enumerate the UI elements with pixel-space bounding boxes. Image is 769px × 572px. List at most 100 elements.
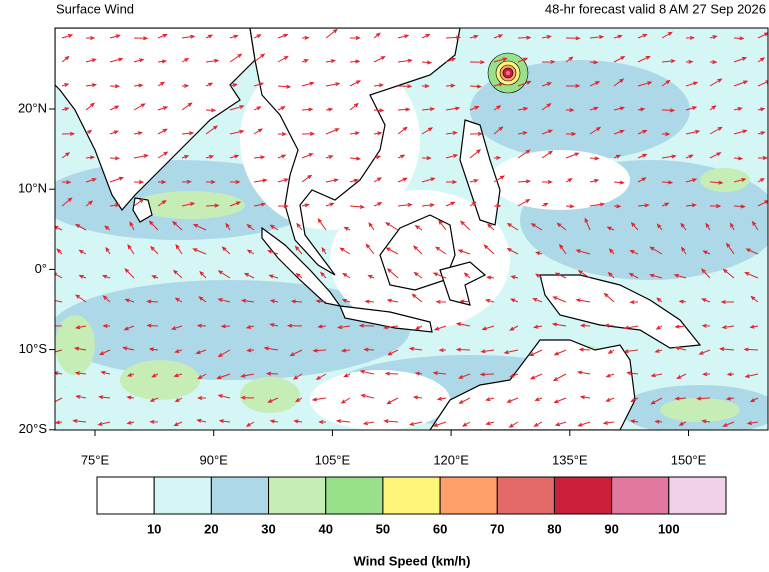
wind-arrow [373,202,383,207]
wind-arrow [685,203,698,208]
wind-arrow [123,325,135,331]
wind-arrow [229,34,239,39]
wind-arrow [386,298,399,303]
wind-arrow [421,203,435,208]
wind-arrow [541,103,552,111]
wind-arrow [432,371,447,376]
wind-arrow [613,154,622,159]
legend-label: 60 [433,521,447,536]
wind-arrow [267,249,279,255]
wind-arrow [133,58,145,63]
wind-arrow [506,397,519,403]
wind-arrow [630,397,639,403]
legend-swatch [439,476,498,515]
lon-label: 135°E [552,452,588,467]
wind-arrow [589,106,599,111]
wind-arrow [628,272,639,279]
wind-arrow [337,325,351,330]
wind-arrow [246,249,255,255]
wind-arrow [240,373,255,378]
wind-arrow [751,220,759,231]
wind-arrow [61,55,70,63]
wind-arrow [709,78,723,87]
wind-arrow [650,373,663,378]
wind-arrow [541,129,554,135]
wind-arrow [359,369,375,375]
wind-arrow [320,271,327,279]
wind-arrow [349,102,359,111]
wind-arrow [702,372,711,377]
wind-arrow [655,325,663,330]
wind-arrow [421,107,436,112]
wind-arrow [685,154,694,159]
wind-arrow [397,126,408,135]
wind-arrow [267,397,279,403]
wind-arrow [221,246,231,255]
wind-arrow [277,84,292,89]
wind-arrow [702,250,711,255]
wind-arrow [630,222,639,231]
wind-arrow [73,346,87,351]
wind-arrow [205,58,220,63]
wind-arrow [109,57,124,63]
wind-arrow [253,202,267,207]
wind-arrow [733,107,743,111]
wind-arrow [122,346,135,351]
wind-arrow [387,349,399,356]
wind-arrow [541,82,553,87]
wind-arrow [74,371,87,376]
lat-label: 0° [35,261,47,276]
wind-arrow [385,247,399,255]
wind-arrow [383,419,399,424]
wind-arrow [436,396,447,401]
wind-arrow [535,273,543,279]
wind-arrow [325,155,334,159]
wind-arrow [363,347,375,352]
wind-arrow [124,298,135,303]
wind-arrow [85,58,97,63]
wind-arrow [325,202,335,207]
wind-arrow [109,203,121,208]
wind-arrow [565,204,575,209]
wind-arrow [701,419,711,424]
wind-arrow [360,393,375,399]
wind-arrow [157,106,169,111]
wind-arrow [484,298,495,303]
wind-arrow [61,180,72,185]
wind-arrow [335,419,351,424]
wind-arrow [397,84,413,89]
wind-arrow [541,180,553,185]
wind-arrow [757,32,768,39]
wind-arrow [133,103,146,111]
wind-arrow [650,397,663,405]
wind-arrow [295,272,303,279]
wind-arrow [109,105,120,111]
wind-arrow [301,81,315,87]
wind-arrow [654,348,663,353]
wind-arrow [613,106,626,111]
wind-arrow [61,83,70,88]
wind-arrow [157,151,169,159]
wind-arrow [654,419,663,424]
wind-arrow [181,83,190,88]
wind-arrow [397,154,406,159]
wind-arrow [373,83,385,88]
axes: 75°E 90°E 105°E 120°E 135°E 150°E 20°N 10°N 0° 10… [18,100,707,467]
wind-arrow [605,397,615,402]
wind-arrow [61,197,73,207]
wind-arrow [301,131,316,136]
wind-arrow [701,298,711,303]
wind-arrow [559,243,567,255]
wind-arrow [358,323,375,328]
wind-arrow [172,269,183,279]
wind-arrow [551,322,567,327]
wind-arrow [289,349,303,357]
wind-arrow [485,397,495,402]
wind-arrow [743,347,759,352]
wind-arrow [608,248,615,255]
wind-arrow [55,397,63,404]
wind-arrow [217,394,231,399]
wind-arrow [457,249,471,255]
wind-arrow [709,60,718,65]
wind-arrow [325,178,339,183]
